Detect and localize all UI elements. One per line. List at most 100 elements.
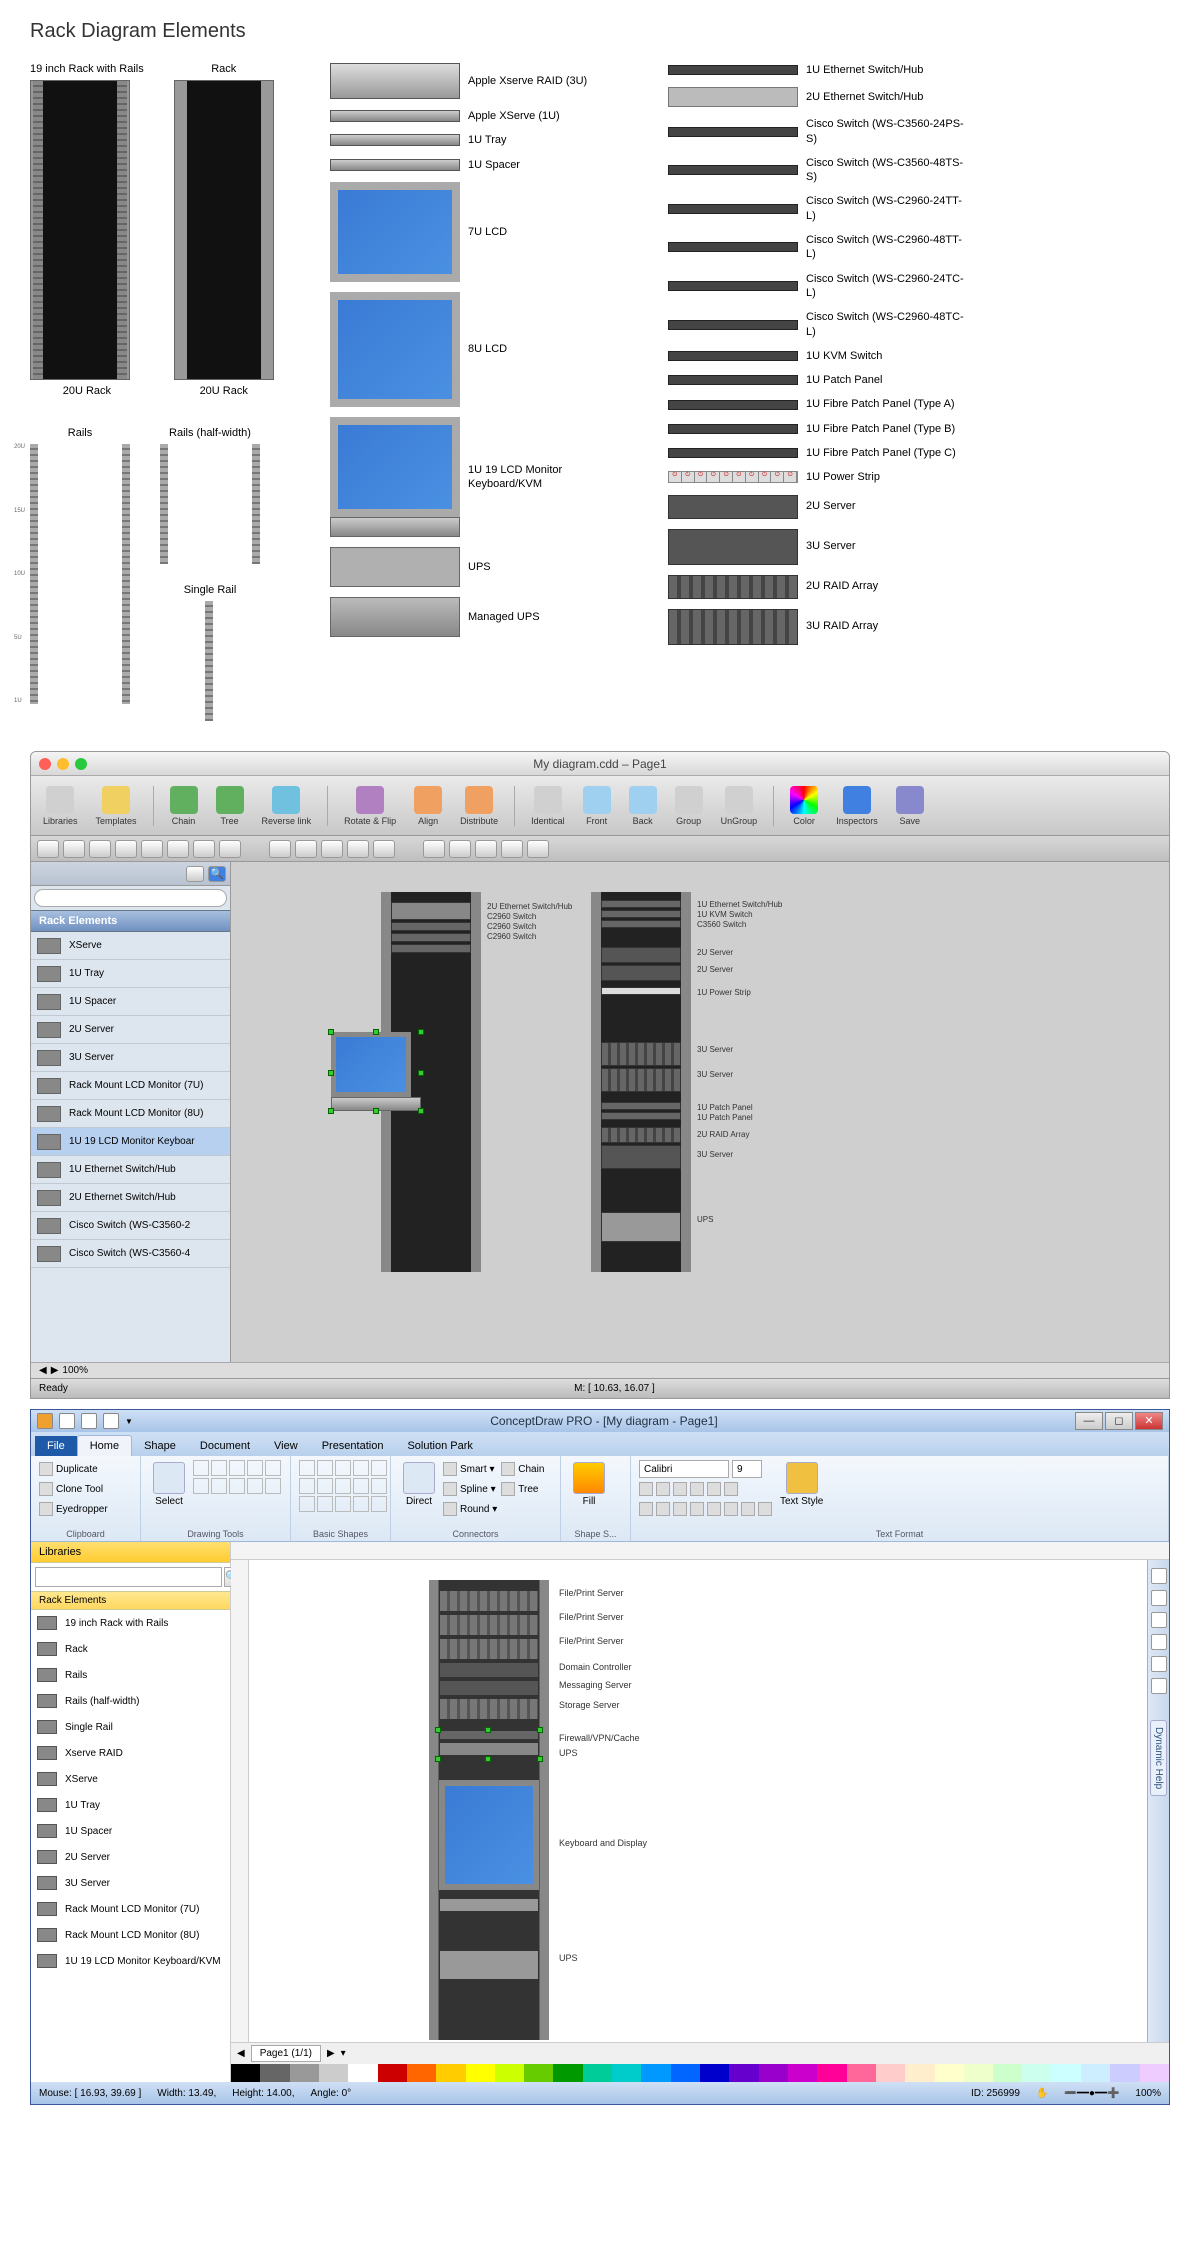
sidebar-item[interactable]: 2U Ethernet Switch/Hub [31,1184,230,1212]
direct-button[interactable]: Direct [399,1460,439,1509]
toolbar-templates[interactable]: Templates [90,784,143,828]
sidebar-item[interactable]: 1U Ethernet Switch/Hub [31,1156,230,1184]
palette-color[interactable] [788,2064,817,2082]
search-toggle-icon[interactable]: 🔍 [208,866,226,882]
toolbar-back[interactable]: Back [623,784,663,828]
select-button[interactable]: Select [149,1460,189,1509]
sidebar-item[interactable]: Rack Mount LCD Monitor (8U) [31,1100,230,1128]
tab-document[interactable]: Document [188,1436,262,1456]
palette-color[interactable] [817,2064,846,2082]
palette-color[interactable] [905,2064,934,2082]
sidebar-item[interactable]: XServe [31,1766,230,1792]
toolbar-chain[interactable]: Chain [164,784,204,828]
minimize-button[interactable]: — [1075,1412,1103,1430]
sidebar-search-input[interactable] [35,1567,222,1587]
palette-color[interactable] [876,2064,905,2082]
sidebar-item[interactable]: Rack Mount LCD Monitor (7U) [31,1896,230,1922]
sidebar-item[interactable]: 1U 19 LCD Monitor Keyboar [31,1128,230,1156]
toolbar-distribute[interactable]: Distribute [454,784,504,828]
toolbar-align[interactable]: Align [408,784,448,828]
tool-icon[interactable] [1151,1568,1167,1584]
font-size-select[interactable] [732,1460,762,1478]
palette-color[interactable] [466,2064,495,2082]
text-style-button[interactable]: Text Style [776,1460,827,1509]
tab-home[interactable]: Home [77,1435,132,1456]
sidebar-item[interactable]: Rack Mount LCD Monitor (7U) [31,1072,230,1100]
palette-color[interactable] [729,2064,758,2082]
palette-color[interactable] [1081,2064,1110,2082]
win-canvas[interactable]: File/Print ServerFile/Print ServerFile/P… [249,1560,1147,2042]
maximize-button[interactable]: ◻ [1105,1412,1133,1430]
palette-color[interactable] [935,2064,964,2082]
sidebar-item[interactable]: Rails (half-width) [31,1688,230,1714]
palette-color[interactable] [231,2064,260,2082]
canvas-lcd-kvm-selected[interactable] [331,1032,421,1111]
palette-color[interactable] [407,2064,436,2082]
palette-color[interactable] [1022,2064,1051,2082]
palette-color[interactable] [319,2064,348,2082]
palette-color[interactable] [378,2064,407,2082]
canvas-rack-2[interactable] [591,892,691,1272]
toolbar-rotate-flip[interactable]: Rotate & Flip [338,784,402,828]
palette-color[interactable] [847,2064,876,2082]
toolbar-tree[interactable]: Tree [210,784,250,828]
tab-file[interactable]: File [35,1436,77,1456]
sidebar-item[interactable]: 1U Tray [31,960,230,988]
toolbar-color[interactable]: Color [784,784,824,828]
toolbar-inspectors[interactable]: Inspectors [830,784,884,828]
font-family-select[interactable] [639,1460,729,1478]
sidebar-item[interactable]: 1U Spacer [31,1818,230,1844]
sidebar-item[interactable]: 2U Server [31,1844,230,1870]
toolbar-reverse-link[interactable]: Reverse link [256,784,318,828]
palette-color[interactable] [759,2064,788,2082]
sidebar-item[interactable]: Rack [31,1636,230,1662]
sidebar-item[interactable]: 1U Spacer [31,988,230,1016]
toolbar-libraries[interactable]: Libraries [37,784,84,828]
list-view-icon[interactable] [186,866,204,882]
sidebar-item[interactable]: 3U Server [31,1044,230,1072]
sidebar-item[interactable]: Single Rail [31,1714,230,1740]
fill-button[interactable]: Fill [569,1460,609,1509]
redo-icon[interactable] [103,1413,119,1429]
toolbar-ungroup[interactable]: UnGroup [715,784,764,828]
sidebar-item[interactable]: Cisco Switch (WS-C3560-2 [31,1212,230,1240]
sidebar-item[interactable]: Rails [31,1662,230,1688]
palette-color[interactable] [260,2064,289,2082]
palette-color[interactable] [436,2064,465,2082]
sidebar-item[interactable]: 2U Server [31,1016,230,1044]
tab-shape[interactable]: Shape [132,1436,188,1456]
palette-color[interactable] [553,2064,582,2082]
canvas-rack[interactable] [429,1580,549,2040]
sidebar-item[interactable]: XServe [31,932,230,960]
tab-solution-park[interactable]: Solution Park [395,1436,484,1456]
palette-color[interactable] [612,2064,641,2082]
palette-color[interactable] [993,2064,1022,2082]
save-icon[interactable] [59,1413,75,1429]
mac-canvas[interactable]: 2U Ethernet Switch/HubC2960 SwitchC2960 … [231,862,1169,1362]
toolbar-group[interactable]: Group [669,784,709,828]
palette-color[interactable] [700,2064,729,2082]
sidebar-item[interactable]: 1U 19 LCD Monitor Keyboard/KVM [31,1948,230,1974]
page-tab[interactable]: Page1 (1/1) [251,2045,321,2062]
palette-color[interactable] [671,2064,700,2082]
palette-color[interactable] [495,2064,524,2082]
palette-color[interactable] [964,2064,993,2082]
close-button[interactable]: ✕ [1135,1412,1163,1430]
undo-icon[interactable] [81,1413,97,1429]
tool-button[interactable] [37,840,59,858]
palette-color[interactable] [1052,2064,1081,2082]
toolbar-identical[interactable]: Identical [525,784,571,828]
palette-color[interactable] [1110,2064,1139,2082]
palette-color[interactable] [524,2064,553,2082]
tab-view[interactable]: View [262,1436,310,1456]
sidebar-item[interactable]: Xserve RAID [31,1740,230,1766]
sidebar-item[interactable]: Cisco Switch (WS-C3560-4 [31,1240,230,1268]
palette-color[interactable] [290,2064,319,2082]
palette-color[interactable] [348,2064,377,2082]
palette-color[interactable] [641,2064,670,2082]
sidebar-item[interactable]: Rack Mount LCD Monitor (8U) [31,1922,230,1948]
palette-color[interactable] [1140,2064,1169,2082]
dynamic-help-tab[interactable]: Dynamic Help [1150,1720,1167,1796]
palette-color[interactable] [583,2064,612,2082]
toolbar-save[interactable]: Save [890,784,930,828]
